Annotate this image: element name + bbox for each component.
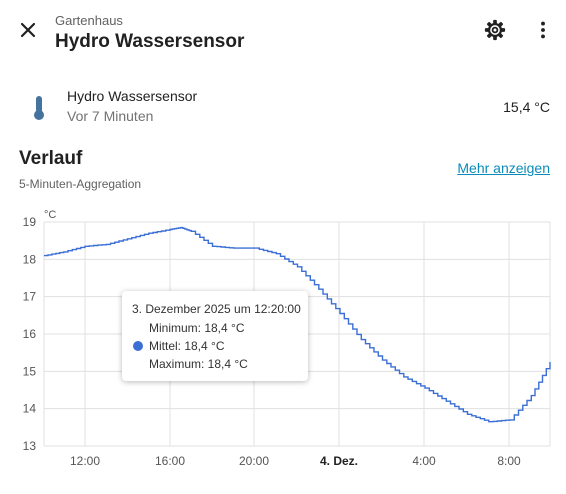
tooltip-series-dot	[133, 341, 143, 351]
dialog-title: Hydro Wassersensor	[55, 31, 245, 52]
thermometer-icon	[34, 96, 44, 120]
sensor-name: Hydro Wassersensor	[67, 88, 198, 104]
history-title: Verlauf	[19, 148, 83, 169]
close-button[interactable]	[14, 16, 42, 44]
y-tick-label: 16	[23, 327, 37, 341]
sensor-value: 15,4 °C	[503, 99, 550, 115]
tooltip-minimum: Minimum: 18,4 °C	[149, 321, 245, 335]
close-icon	[20, 22, 36, 38]
chart-tooltip: 3. Dezember 2025 um 12:20:00 Minimum: 18…	[122, 291, 308, 381]
more-menu-button[interactable]	[529, 16, 557, 44]
y-tick-label: 18	[23, 252, 37, 266]
sensor-last-changed: Vor 7 Minuten	[67, 108, 154, 124]
x-tick-label: 12:00	[70, 454, 100, 468]
x-tick-label: 4:00	[412, 454, 436, 468]
y-tick-label: 14	[23, 402, 37, 416]
tooltip-mean: Mittel: 18,4 °C	[149, 339, 225, 353]
y-tick-label: 19	[23, 215, 37, 229]
y-tick-label: 15	[23, 364, 37, 378]
history-subtitle: 5-Minuten-Aggregation	[19, 177, 142, 191]
sensor-entity-row[interactable]: Hydro Wassersensor Vor 7 Minuten 15,4 °C	[0, 84, 566, 130]
x-tick-label: 8:00	[497, 454, 521, 468]
tooltip-title: 3. Dezember 2025 um 12:20:00	[132, 302, 301, 316]
x-tick-label: 4. Dez.	[320, 454, 358, 468]
tooltip-maximum: Maximum: 18,4 °C	[149, 357, 248, 371]
dialog-header: Gartenhaus Hydro Wassersensor	[0, 0, 566, 60]
gear-icon	[484, 19, 506, 41]
x-tick-label: 16:00	[155, 454, 185, 468]
temperature-series-line	[44, 226, 551, 423]
breadcrumb: Gartenhaus	[55, 13, 123, 28]
settings-button[interactable]	[481, 16, 509, 44]
y-tick-label: 13	[23, 439, 37, 453]
show-more-link[interactable]: Mehr anzeigen	[457, 160, 550, 176]
more-vert-icon	[541, 21, 545, 39]
y-axis-unit: °C	[44, 209, 56, 221]
y-tick-label: 17	[23, 290, 37, 304]
x-tick-label: 20:00	[239, 454, 269, 468]
